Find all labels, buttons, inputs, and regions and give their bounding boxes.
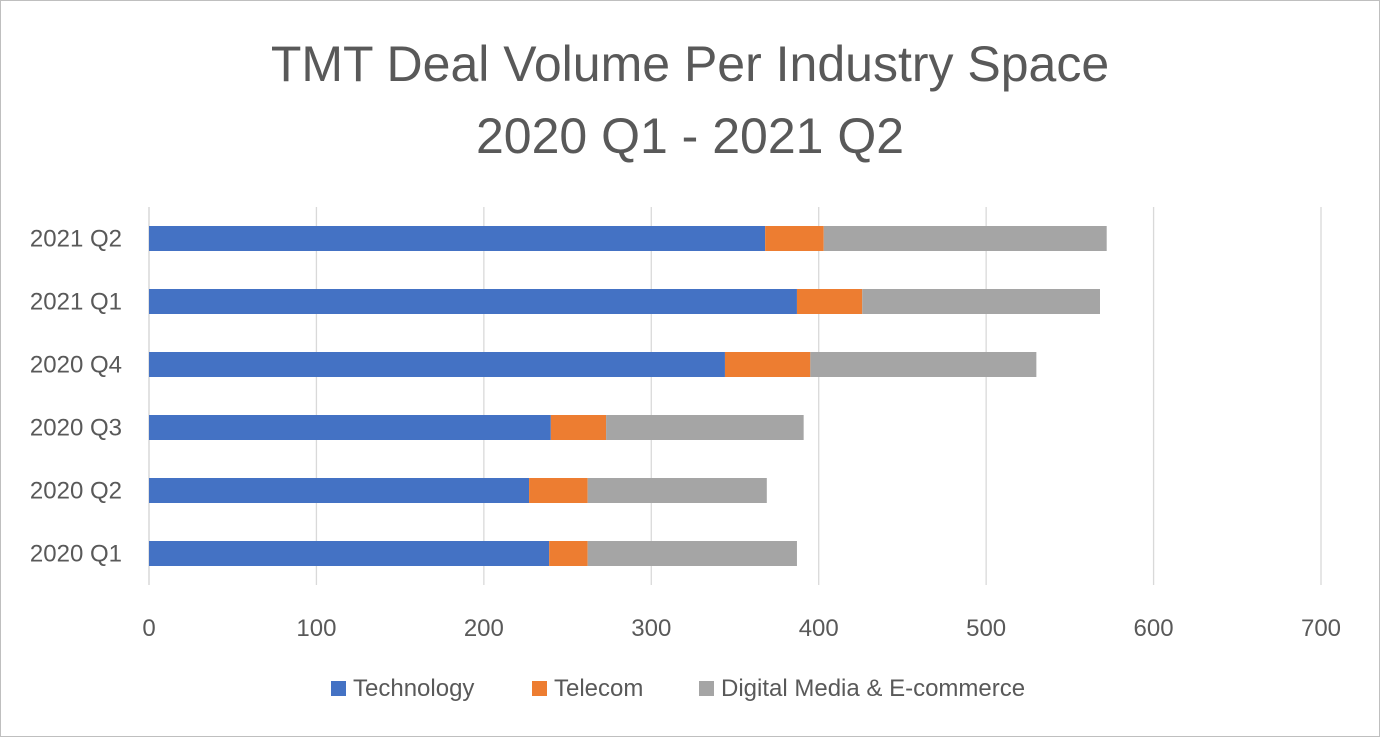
legend-label-telecom: Telecom bbox=[554, 675, 643, 702]
bars bbox=[149, 226, 1107, 566]
y-axis-labels: 2020 Q1 2020 Q2 2020 Q3 2020 Q4 2021 Q1 2021 … bbox=[30, 226, 122, 568]
bar-technology-2020-q1 bbox=[149, 541, 550, 566]
bar-telecom-2021-q2 bbox=[765, 226, 824, 251]
bar-digital-media-e-commerce-2021-q2 bbox=[823, 226, 1107, 251]
bar-technology-2020-q3 bbox=[149, 415, 551, 440]
x-tick-label: 200 bbox=[464, 615, 504, 642]
bar-digital-media-e-commerce-2021-q1 bbox=[862, 289, 1100, 314]
legend-swatch-technology bbox=[331, 681, 346, 696]
legend-swatch-digital-media-e-commerce bbox=[699, 681, 714, 696]
chart-title-line2: 2020 Q1 - 2021 Q2 bbox=[475, 108, 905, 164]
y-tick-label: 2021 Q1 bbox=[30, 289, 122, 316]
x-tick-label: 700 bbox=[1301, 615, 1341, 642]
legend-swatch-telecom bbox=[532, 681, 547, 696]
legend-label-technology: Technology bbox=[353, 675, 474, 702]
y-tick-label: 2020 Q4 bbox=[30, 352, 122, 379]
legend: Technology Telecom Digital Media & E-comme… bbox=[331, 675, 1025, 702]
legend-label-digital-media-e-commerce: Digital Media & E-commerce bbox=[721, 675, 1025, 702]
bar-telecom-2021-q1 bbox=[796, 289, 863, 314]
x-tick-label: 400 bbox=[799, 615, 839, 642]
x-tick-label: 0 bbox=[142, 615, 155, 642]
bar-technology-2021-q1 bbox=[149, 289, 797, 314]
x-tick-label: 500 bbox=[966, 615, 1006, 642]
bar-digital-media-e-commerce-2020-q2 bbox=[587, 478, 767, 503]
x-tick-label: 300 bbox=[631, 615, 671, 642]
x-tick-label: 600 bbox=[1134, 615, 1174, 642]
bar-telecom-2020-q1 bbox=[549, 541, 588, 566]
x-axis-labels: 0 100 200 300 400 500 600 700 bbox=[142, 615, 1341, 642]
y-tick-label: 2020 Q3 bbox=[30, 415, 122, 442]
bar-technology-2020-q4 bbox=[149, 352, 725, 377]
bar-digital-media-e-commerce-2020-q4 bbox=[810, 352, 1037, 377]
y-tick-label: 2021 Q2 bbox=[30, 226, 122, 253]
bar-technology-2021-q2 bbox=[149, 226, 766, 251]
gridlines bbox=[148, 207, 1322, 585]
bar-digital-media-e-commerce-2020-q1 bbox=[587, 541, 797, 566]
chart-title-line1: TMT Deal Volume Per Industry Space bbox=[270, 36, 1110, 92]
bar-telecom-2020-q3 bbox=[550, 415, 607, 440]
bar-technology-2020-q2 bbox=[149, 478, 530, 503]
x-tick-label: 100 bbox=[296, 615, 336, 642]
bar-digital-media-e-commerce-2020-q3 bbox=[606, 415, 804, 440]
bar-telecom-2020-q4 bbox=[724, 352, 811, 377]
y-tick-label: 2020 Q1 bbox=[30, 541, 122, 568]
y-tick-label: 2020 Q2 bbox=[30, 478, 122, 505]
bar-telecom-2020-q2 bbox=[529, 478, 588, 503]
